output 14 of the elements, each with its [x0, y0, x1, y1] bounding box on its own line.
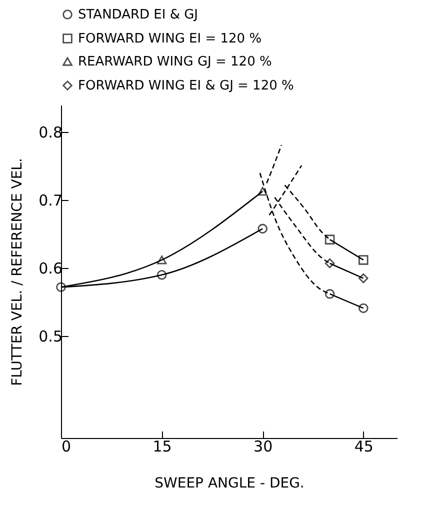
y-tick-label: 0.8 — [38, 124, 62, 142]
x-axis-title: SWEEP ANGLE - DEG. — [154, 476, 304, 492]
x-tick-label: 30 — [254, 438, 273, 456]
y-axis-title: FLUTTER VEL. / REFERENCE VEL. — [10, 158, 26, 386]
legend-label: STANDARD EI & GJ — [78, 8, 198, 22]
y-tick-label: 0.5 — [38, 328, 62, 346]
y-tick-label: 0.7 — [38, 192, 62, 210]
legend-label: REARWARD WING GJ = 120 % — [78, 54, 272, 70]
x-tick-label: 45 — [354, 438, 374, 456]
y-tick-label: 0.6 — [38, 260, 62, 278]
x-tick-label: 0 — [62, 438, 72, 456]
legend-label: FORWARD WING EI & GJ = 120 % — [78, 78, 294, 94]
legend-label: FORWARD WING EI = 120 % — [78, 32, 262, 46]
x-tick-label: 15 — [152, 438, 172, 456]
